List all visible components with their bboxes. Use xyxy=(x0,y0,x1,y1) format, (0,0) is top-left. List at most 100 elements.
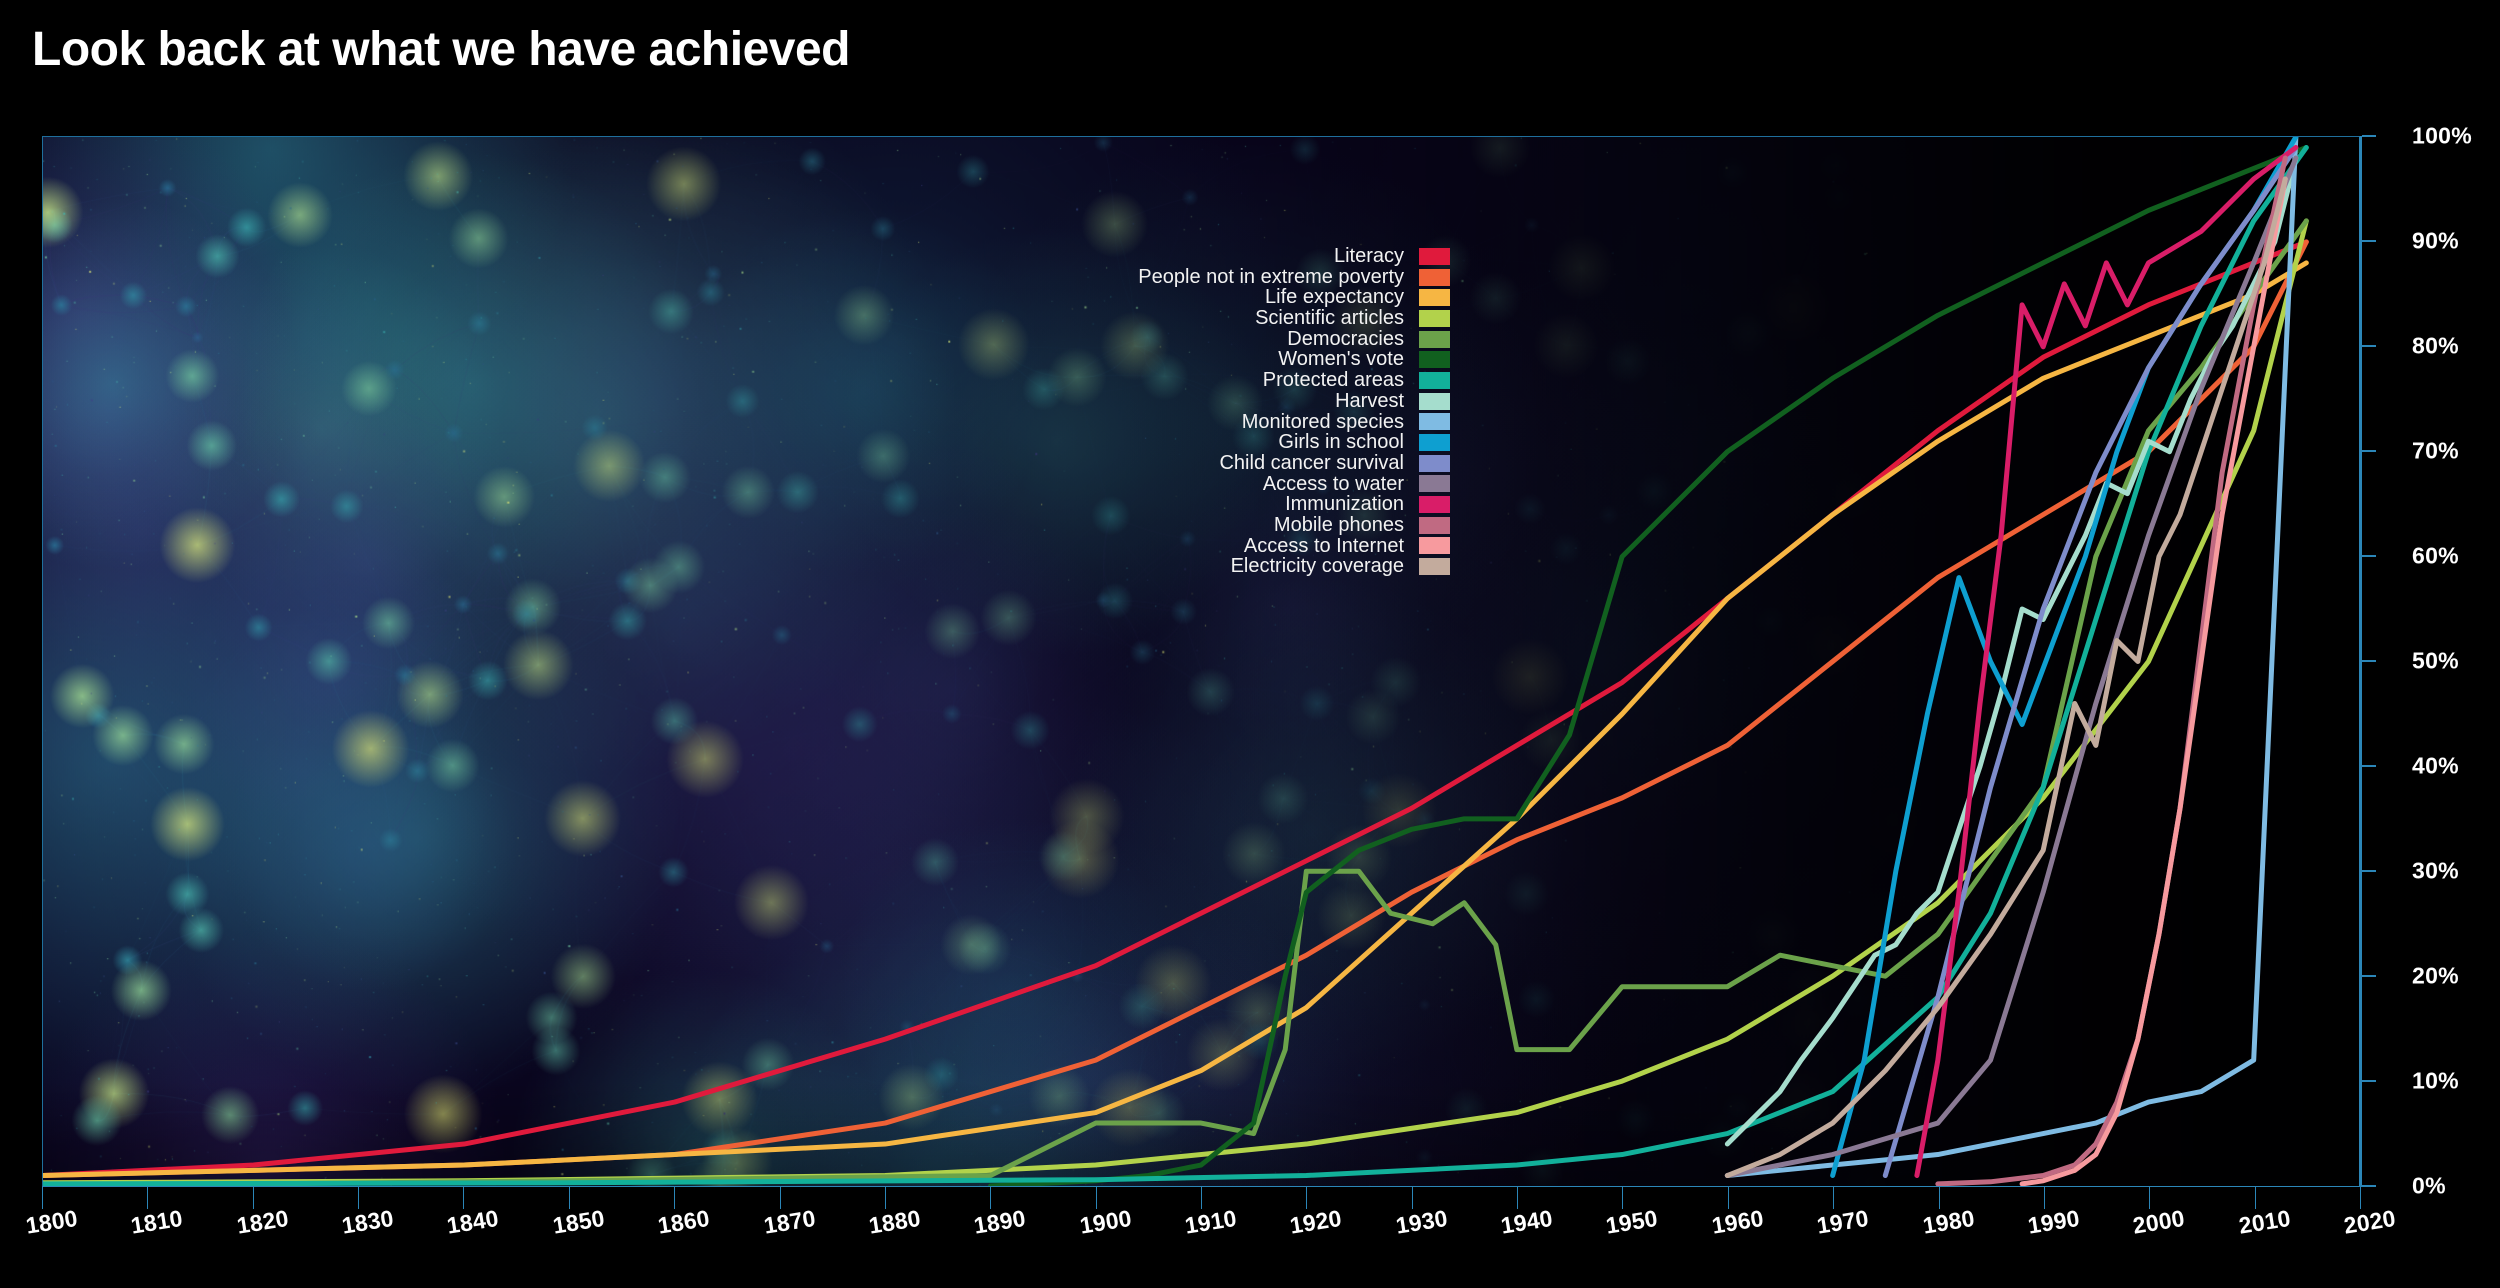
legend-item-label: Immunization xyxy=(1285,493,1404,516)
x-axis-tick-label: 1840 xyxy=(445,1204,501,1239)
x-axis-tick-label: 1960 xyxy=(1709,1204,1766,1239)
y-axis-tick xyxy=(2362,765,2376,767)
x-axis-tick xyxy=(1833,1187,1835,1209)
y-axis-tick-label: 70% xyxy=(2412,437,2459,464)
chart-legend: Literacy People not in extreme poverty Lif… xyxy=(1040,246,1450,577)
legend-item[interactable]: Women's vote xyxy=(1040,349,1450,370)
legend-item-label: Protected areas xyxy=(1262,369,1404,392)
legend-color-swatch xyxy=(1419,475,1450,493)
legend-item[interactable]: Protected areas xyxy=(1040,370,1450,391)
legend-item[interactable]: Electricity coverage xyxy=(1040,556,1450,577)
x-axis-tick xyxy=(42,1187,43,1209)
x-axis-tick-label: 1860 xyxy=(656,1204,712,1239)
y-axis-tick xyxy=(2362,135,2376,137)
legend-item[interactable]: Mobile phones xyxy=(1040,515,1450,536)
x-axis-tick-label: 1830 xyxy=(340,1204,396,1239)
series-line xyxy=(43,147,2306,1183)
y-axis-tick xyxy=(2362,345,2376,347)
series-line xyxy=(1727,158,2296,1144)
legend-color-swatch xyxy=(1419,413,1450,431)
x-axis-tick-label: 1810 xyxy=(129,1204,185,1239)
legend-item[interactable]: Access to water xyxy=(1040,473,1450,495)
legend-color-swatch xyxy=(1419,434,1450,452)
legend-item-label: Women's vote xyxy=(1278,348,1404,371)
x-axis-tick xyxy=(1306,1187,1308,1209)
x-axis-tick xyxy=(1727,1187,1729,1209)
legend-color-swatch xyxy=(1419,309,1450,327)
chart-plot-area xyxy=(42,136,2360,1186)
y-axis-tick-label: 90% xyxy=(2412,227,2459,254)
series-line xyxy=(1727,137,2296,1176)
x-axis-tick-label: 1890 xyxy=(972,1204,1028,1239)
series-line xyxy=(43,221,2306,1186)
legend-color-swatch xyxy=(1419,516,1450,534)
legend-item[interactable]: Literacy xyxy=(1040,246,1450,267)
series-line xyxy=(990,147,2306,1186)
x-axis-tick-label: 2010 xyxy=(2236,1204,2293,1239)
legend-item[interactable]: Life expectancy xyxy=(1040,287,1450,308)
x-axis-tick-label: 1950 xyxy=(1604,1204,1660,1239)
x-axis-tick xyxy=(779,1187,781,1209)
legend-item[interactable]: People not in extreme poverty xyxy=(1040,266,1450,288)
legend-item[interactable]: Scientific articles xyxy=(1040,308,1450,329)
legend-item[interactable]: Immunization xyxy=(1040,494,1450,515)
x-axis-tick-label: 2000 xyxy=(2131,1204,2187,1239)
legend-color-swatch xyxy=(1419,454,1450,472)
x-axis-tick xyxy=(252,1187,254,1209)
legend-color-swatch xyxy=(1419,392,1450,410)
legend-color-swatch xyxy=(1419,247,1450,265)
legend-item[interactable]: Girls in school xyxy=(1040,432,1450,453)
x-axis-tick-label: 1940 xyxy=(1499,1204,1555,1239)
legend-color-swatch xyxy=(1419,330,1450,348)
series-line xyxy=(1833,137,2296,1176)
legend-item[interactable]: Monitored species xyxy=(1040,410,1450,433)
x-axis-tick xyxy=(568,1187,570,1209)
x-axis-tick xyxy=(2149,1187,2151,1209)
legend-color-swatch xyxy=(1419,351,1450,369)
x-axis-tick xyxy=(2043,1187,2045,1209)
legend-item[interactable]: Democracies xyxy=(1040,329,1450,350)
x-axis-tick-label: 2020 xyxy=(2342,1204,2398,1239)
y-axis-tick xyxy=(2362,1185,2376,1187)
y-axis-line xyxy=(2360,136,2362,1186)
y-axis-tick-label: 80% xyxy=(2412,332,2459,359)
x-axis-line xyxy=(42,1186,2362,1187)
series-line xyxy=(1917,147,2296,1175)
series-line xyxy=(43,242,2306,1176)
x-axis-tick-label: 1910 xyxy=(1183,1204,1239,1239)
y-axis-tick xyxy=(2362,660,2376,662)
y-axis-tick xyxy=(2362,1080,2376,1082)
x-axis-tick-label: 1900 xyxy=(1077,1204,1134,1239)
legend-item[interactable]: Access to Internet xyxy=(1040,535,1450,557)
legend-color-swatch xyxy=(1419,268,1450,286)
x-axis-tick xyxy=(358,1187,360,1209)
legend-item-label: Mobile phones xyxy=(1273,513,1404,536)
legend-color-swatch xyxy=(1419,558,1450,576)
x-axis-tick-label: 1990 xyxy=(2025,1204,2082,1239)
x-axis-tick-label: 1820 xyxy=(234,1204,291,1239)
x-axis-tick-label: 1970 xyxy=(1815,1204,1871,1239)
y-axis-tick xyxy=(2362,975,2376,977)
y-axis-tick xyxy=(2362,240,2376,242)
y-axis-tick-label: 30% xyxy=(2412,857,2459,884)
x-axis-tick xyxy=(674,1187,676,1209)
x-axis-tick xyxy=(463,1187,465,1209)
x-axis-tick-label: 1880 xyxy=(866,1204,923,1239)
y-axis-tick xyxy=(2362,870,2376,872)
x-axis-tick xyxy=(2254,1187,2256,1209)
legend-item-label: Monitored species xyxy=(1241,410,1404,433)
legend-item[interactable]: Child cancer survival xyxy=(1040,453,1450,474)
chart-series-lines xyxy=(43,137,2359,1186)
page-title: Look back at what we have achieved xyxy=(32,23,850,76)
legend-item[interactable]: Harvest xyxy=(1040,391,1450,412)
legend-color-swatch xyxy=(1419,289,1450,307)
x-axis-tick xyxy=(990,1187,992,1209)
y-axis-tick-label: 40% xyxy=(2412,752,2459,779)
legend-item-label: Literacy xyxy=(1333,245,1404,267)
legend-color-swatch xyxy=(1419,537,1450,555)
y-axis-tick xyxy=(2362,450,2376,452)
x-axis-tick-label: 1980 xyxy=(1920,1204,1976,1239)
legend-color-swatch xyxy=(1419,371,1450,389)
y-axis-tick-label: 60% xyxy=(2412,542,2459,569)
x-axis-tick-label: 1870 xyxy=(761,1204,817,1239)
